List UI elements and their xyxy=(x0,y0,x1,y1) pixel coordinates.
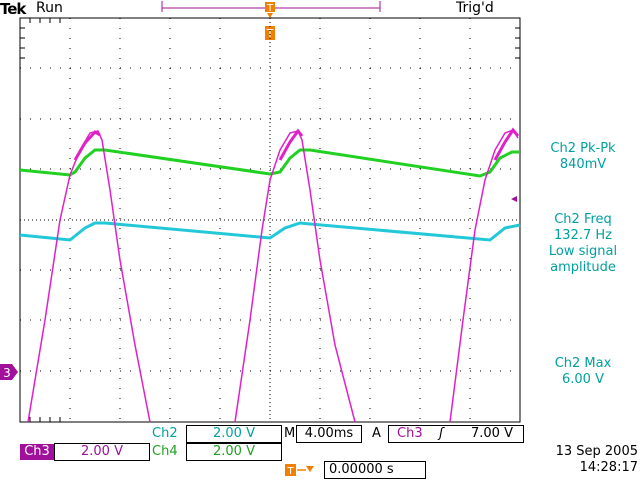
measurement-max: Ch2 Max 6.00 V xyxy=(526,356,640,388)
trigger-offset-value[interactable]: 0.00000 s xyxy=(324,461,426,479)
ch4-waveform xyxy=(19,148,520,178)
ch3-level-marker xyxy=(511,196,517,202)
timebase-label: M xyxy=(284,426,296,441)
trigger-position-marker[interactable]: T T xyxy=(262,0,278,42)
trigger-offset-icon: T xyxy=(284,462,320,478)
run-state: Run xyxy=(36,0,63,16)
date: 13 Sep 2005 xyxy=(555,444,638,459)
datetime: 13 Sep 2005 14:28:17 xyxy=(538,444,638,476)
trigger-status: Trig'd xyxy=(456,0,494,16)
ch2-label[interactable]: Ch2 xyxy=(152,426,178,441)
trigger-t-glyph-2: T xyxy=(266,27,274,40)
time: 14:28:17 xyxy=(579,460,638,475)
brand-logo: Tek xyxy=(0,0,26,18)
ch2-waveform xyxy=(19,221,521,242)
trigger-mode: A xyxy=(372,426,381,441)
measurement-value: 132.7 Hz xyxy=(554,228,612,243)
svg-text:T: T xyxy=(286,466,294,477)
trigger-readout[interactable]: Ch3 ʃ 7.00 V xyxy=(388,425,524,443)
measurement-label: Ch2 Freq xyxy=(554,212,612,227)
ch3-waveform xyxy=(27,130,151,423)
svg-text:3: 3 xyxy=(3,366,11,380)
measurement-value: 6.00 V xyxy=(562,372,604,387)
measurement-value: 840mV xyxy=(559,157,607,172)
trigger-slope-icon: ʃ xyxy=(439,426,444,441)
measurement-freq: Ch2 Freq 132.7 Hz Low signal amplitude xyxy=(526,212,640,276)
ch4-label[interactable]: Ch4 xyxy=(152,444,178,459)
trigger-source: Ch3 xyxy=(397,426,423,441)
ch3-label[interactable]: Ch3 xyxy=(20,444,54,460)
measurement-pk-pk: Ch2 Pk-Pk 840mV xyxy=(526,141,640,173)
measurement-label: Ch2 Max xyxy=(554,356,612,371)
measurement-label: Ch2 Pk-Pk xyxy=(550,141,616,156)
ch4-scale[interactable]: 2.00 V xyxy=(186,443,282,461)
ch2-scale[interactable]: 2.00 V xyxy=(186,425,282,443)
measurement-note: amplitude xyxy=(550,260,616,275)
ch3-ground-marker[interactable]: 3 xyxy=(0,364,18,380)
ch3-scale[interactable]: 2.00 V xyxy=(54,443,150,461)
measurement-note: Low signal xyxy=(548,244,618,259)
timebase-value[interactable]: 4.00ms xyxy=(296,425,362,443)
edge-ticks xyxy=(20,18,520,422)
trigger-t-glyph: T xyxy=(266,3,274,14)
trigger-level: 7.00 V xyxy=(471,426,513,441)
